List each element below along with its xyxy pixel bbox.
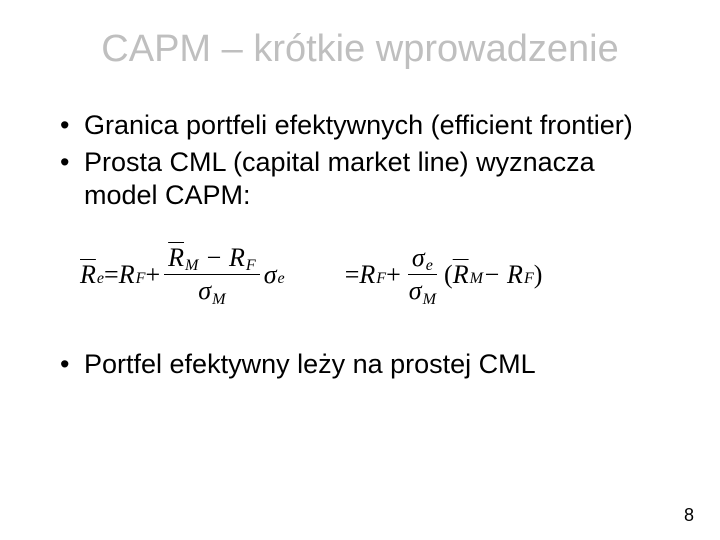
equals: = xyxy=(345,260,360,290)
minus-RF: − R xyxy=(198,243,244,272)
plus: + xyxy=(145,260,160,290)
formula-left: Re = RF + RM − RF σM σe xyxy=(80,242,285,308)
subscript: e xyxy=(97,270,104,288)
denominator: σM xyxy=(405,275,440,308)
sigma: σ xyxy=(198,276,211,305)
subscript: F xyxy=(376,270,386,288)
formula-right: = RF + σe σM (RM − RF) xyxy=(345,242,543,308)
subscript: M xyxy=(423,291,436,308)
page-number: 8 xyxy=(684,505,694,526)
subscript: e xyxy=(426,257,433,274)
var-RF: R xyxy=(359,260,375,290)
var-Re-bar: R xyxy=(80,260,96,290)
close-paren: ) xyxy=(534,260,543,290)
open-paren: ( xyxy=(444,260,453,290)
bullet-list-top: Granica portfeli efektywnych (efficient … xyxy=(50,109,670,212)
formula-row: Re = RF + RM − RF σM σe = RF + σe xyxy=(50,242,670,308)
minus-RF: − R xyxy=(483,260,523,290)
bullet-list-bottom: Portfel efektywny leży na prostej CML xyxy=(50,348,670,381)
subscript: M xyxy=(185,257,198,274)
subscript: M xyxy=(470,270,483,288)
subscript: F xyxy=(136,270,146,288)
fraction: σe σM xyxy=(405,242,440,308)
fraction: RM − RF σM xyxy=(164,242,260,308)
subscript: F xyxy=(246,257,256,274)
equals: = xyxy=(104,260,119,290)
sigma: σ xyxy=(409,276,422,305)
var-RM-bar: R xyxy=(168,243,184,272)
plus: + xyxy=(386,260,401,290)
bullet-item: Prosta CML (capital market line) wyznacz… xyxy=(56,146,670,212)
sigma-e: σ xyxy=(264,260,277,290)
sigma: σ xyxy=(412,243,425,272)
slide-title: CAPM – krótkie wprowadzenie xyxy=(50,28,670,71)
bullet-item: Portfel efektywny leży na prostej CML xyxy=(56,348,670,381)
numerator: σe xyxy=(408,242,437,276)
slide: CAPM – krótkie wprowadzenie Granica port… xyxy=(0,0,720,540)
var-RF: R xyxy=(119,260,135,290)
subscript: F xyxy=(524,270,534,288)
var-RM-bar: R xyxy=(453,260,469,290)
subscript: M xyxy=(212,291,225,308)
denominator: σM xyxy=(194,275,229,308)
subscript: e xyxy=(278,270,285,288)
numerator: RM − RF xyxy=(164,242,260,276)
bullet-item: Granica portfeli efektywnych (efficient … xyxy=(56,109,670,142)
